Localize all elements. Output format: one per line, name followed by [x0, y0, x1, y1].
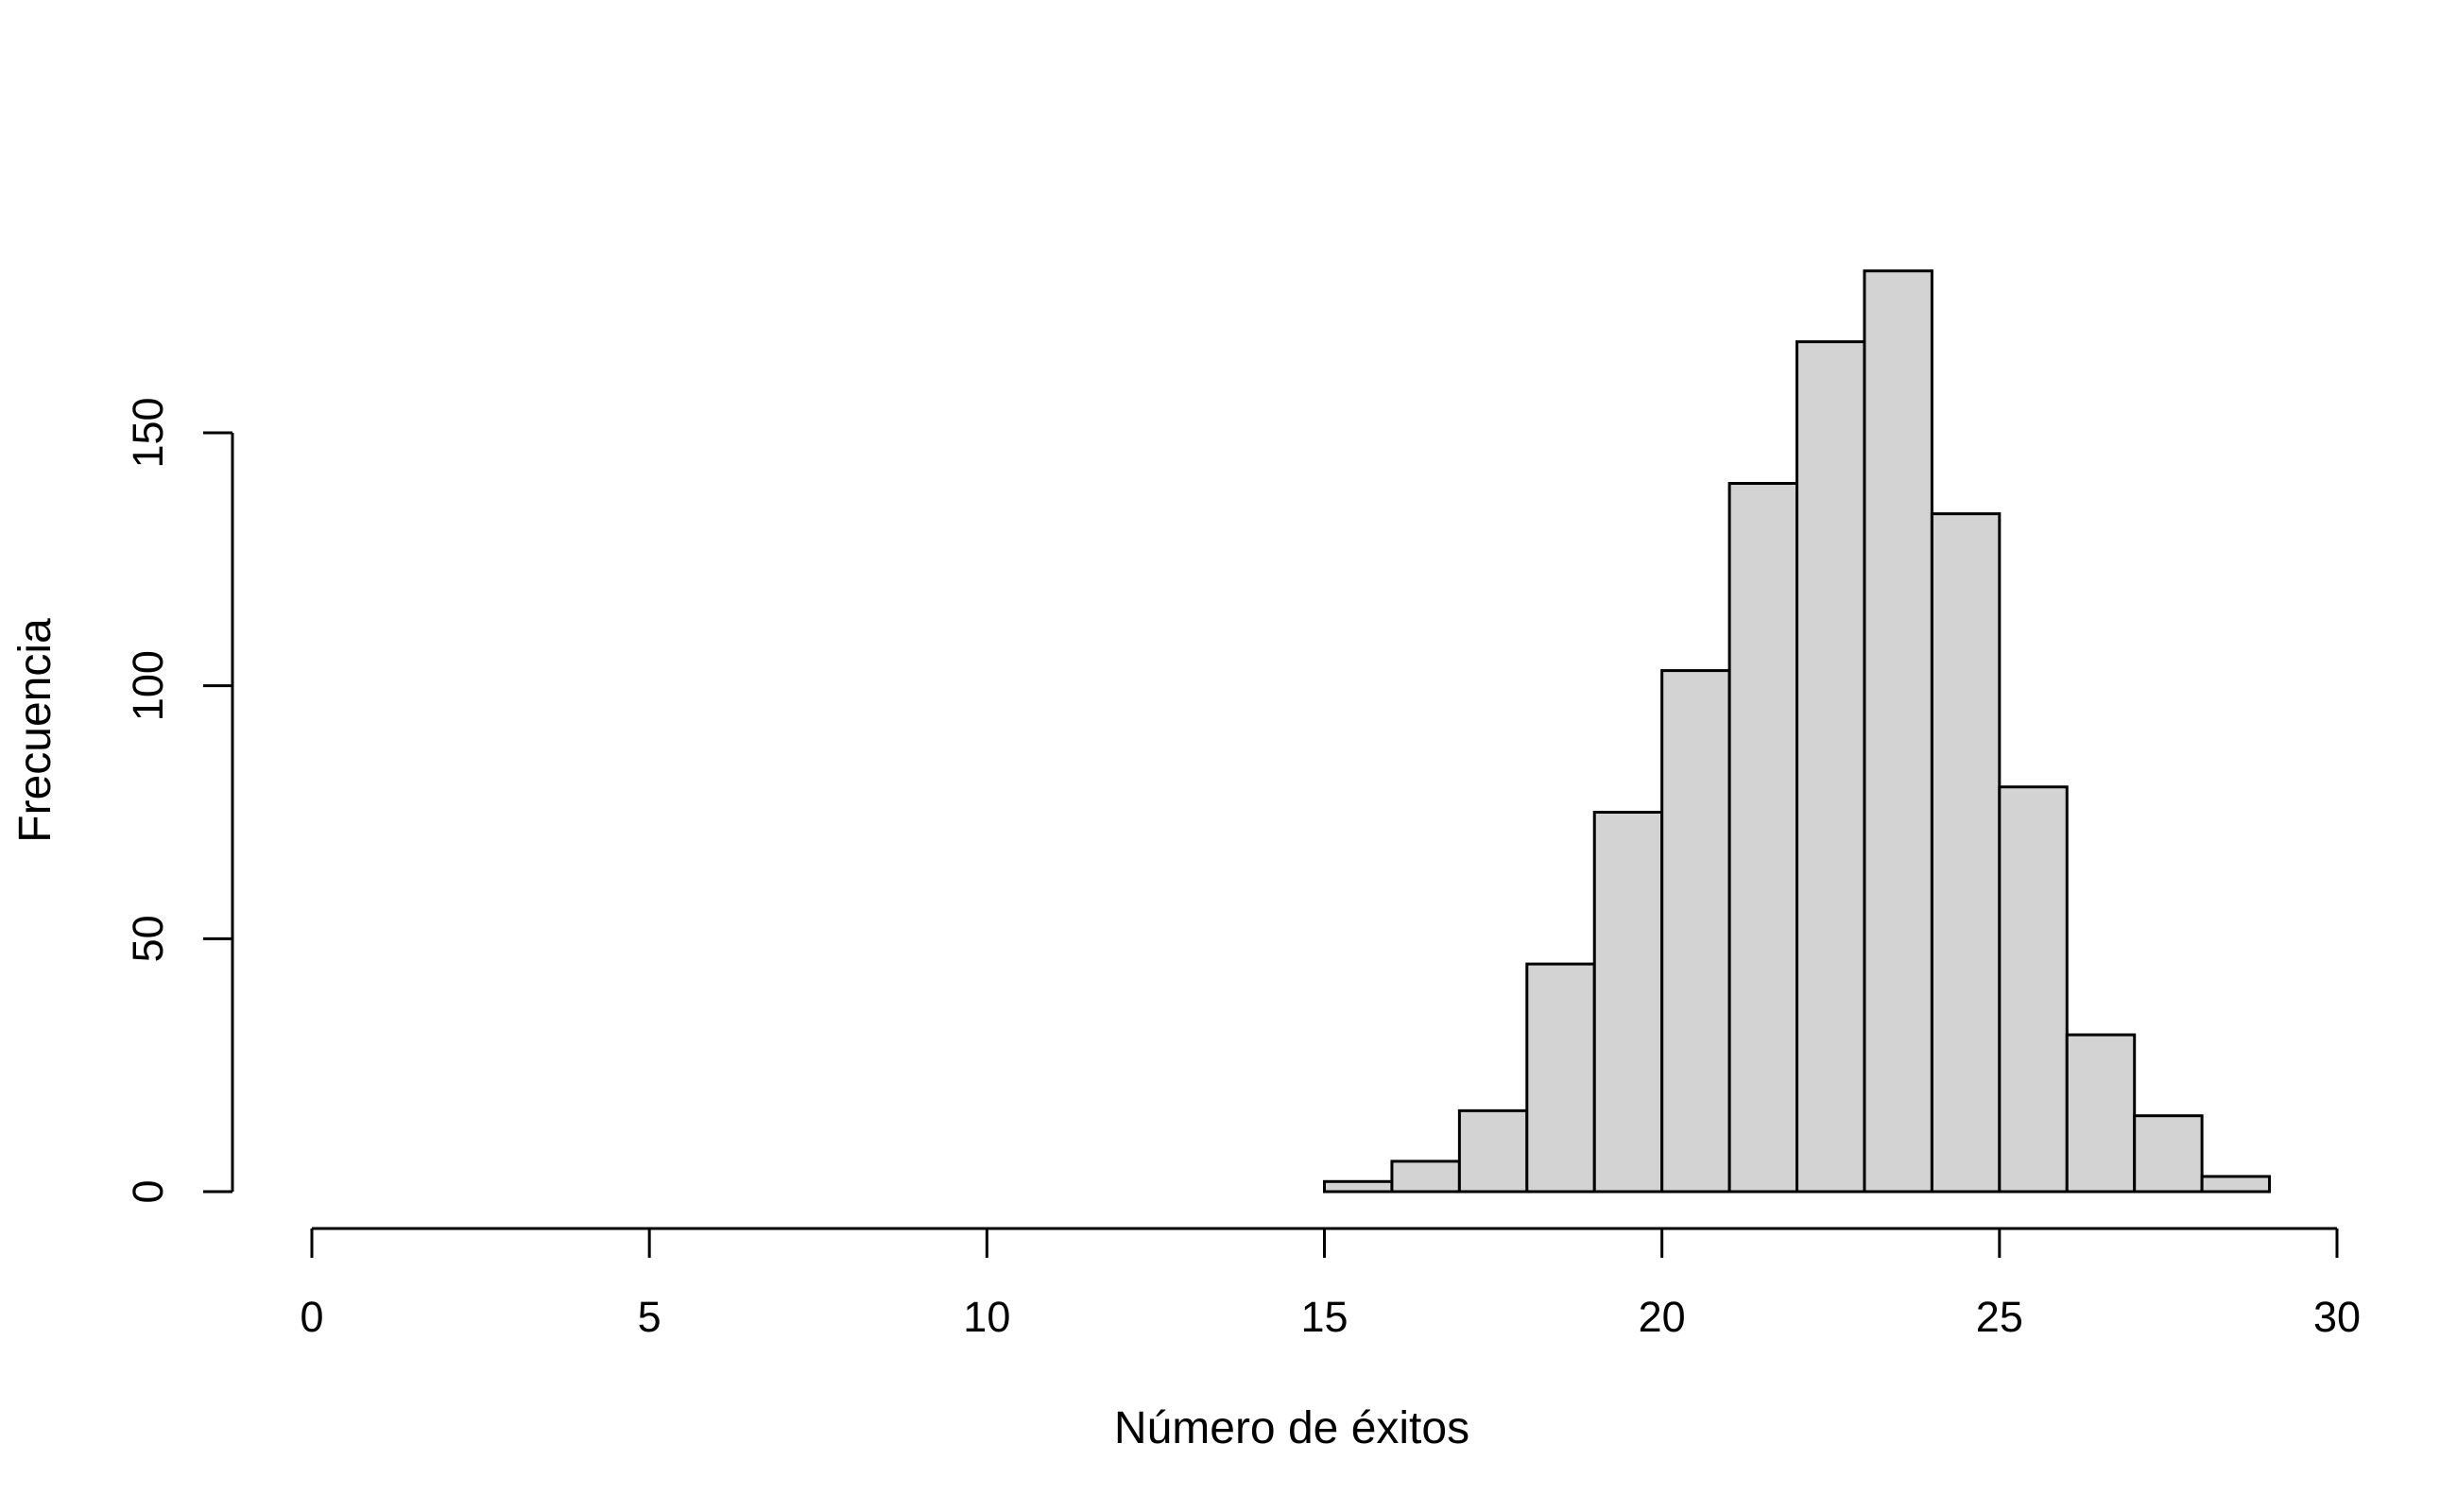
x-tick-label: 5: [638, 1293, 662, 1341]
histogram-bars: [1323, 269, 2272, 1194]
y-tick-label: 100: [124, 650, 172, 721]
histogram-bar: [1323, 1179, 1394, 1194]
y-tick-label: 50: [124, 915, 172, 962]
histogram-bar: [1660, 669, 1731, 1194]
histogram-bar: [1998, 785, 2069, 1194]
histogram-bar: [1457, 1108, 1529, 1194]
histogram-bar: [1727, 482, 1799, 1194]
histogram-bar: [2133, 1114, 2204, 1194]
y-axis-title: Frecuencia: [10, 618, 60, 843]
y-tick-label: 0: [124, 1179, 172, 1203]
x-tick-label: 0: [300, 1293, 323, 1341]
x-tick-label: 25: [1976, 1293, 2023, 1341]
histogram-bar: [1525, 962, 1596, 1194]
y-tick-label: 150: [124, 397, 172, 468]
histogram-bar: [1592, 811, 1664, 1194]
histogram-bar: [2200, 1175, 2272, 1194]
histogram-bar: [1796, 340, 1866, 1194]
histogram-bar: [2065, 1033, 2137, 1194]
x-axis: 0 5 10 15 20 25 30: [300, 1227, 2361, 1341]
x-tick-label: 30: [2313, 1293, 2361, 1341]
histogram-bar: [1390, 1160, 1461, 1194]
x-tick-label: 20: [1639, 1293, 1686, 1341]
histogram-bar: [1930, 512, 2002, 1194]
x-tick-label: 10: [963, 1293, 1010, 1341]
y-axis: 0 50 100 150: [124, 397, 234, 1204]
histogram-bar: [1863, 269, 1933, 1194]
x-axis-title: Número de éxitos: [1114, 1403, 1469, 1453]
x-tick-label: 15: [1300, 1293, 1348, 1341]
